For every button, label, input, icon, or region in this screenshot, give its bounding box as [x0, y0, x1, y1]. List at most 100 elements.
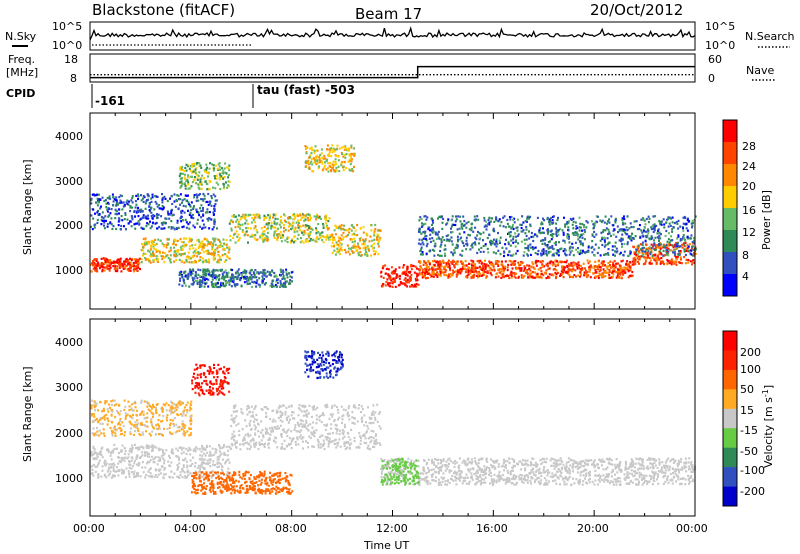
heatmap-cell: [141, 445, 144, 448]
heatmap-cell: [436, 233, 439, 236]
heatmap-cell: [127, 268, 130, 271]
heatmap-cell: [151, 250, 154, 253]
heatmap-cell: [190, 257, 192, 260]
heatmap-cell: [420, 273, 423, 276]
heatmap-cell: [335, 154, 337, 158]
heatmap-cell: [550, 238, 553, 241]
heatmap-cell: [214, 451, 217, 454]
heatmap-cell: [169, 246, 172, 249]
heatmap-cell: [327, 162, 329, 165]
heatmap-cell: [90, 270, 92, 273]
heatmap-cell: [683, 248, 686, 251]
heatmap-cell: [91, 193, 94, 196]
heatmap-cell: [156, 227, 159, 230]
heatmap-cell: [176, 254, 179, 257]
heatmap-cell: [259, 234, 262, 237]
heatmap-cell: [135, 261, 138, 264]
heatmap-cell: [624, 271, 627, 274]
heatmap-cell: [532, 239, 535, 243]
heatmap-cell: [516, 267, 519, 270]
heatmap-cell: [601, 243, 604, 247]
heatmap-cell: [491, 240, 494, 243]
heatmap-cell: [311, 163, 314, 166]
heatmap-cell: [404, 277, 407, 280]
heatmap-cell: [635, 253, 638, 256]
heatmap-cell: [542, 239, 545, 242]
heatmap-cell: [217, 163, 220, 166]
heatmap-cell: [207, 269, 210, 272]
heatmap-cell: [261, 280, 264, 283]
heatmap-cell: [323, 236, 326, 239]
heatmap-cell: [281, 285, 284, 288]
heatmap-cell: [510, 260, 513, 263]
heatmap-cell: [523, 238, 526, 241]
heatmap-cell: [343, 228, 346, 231]
heatmap-cell: [418, 227, 421, 230]
heatmap-cell: [148, 250, 151, 253]
heatmap-cell: [308, 226, 311, 230]
heatmap-cell: [540, 253, 543, 257]
heatmap-cell: [428, 263, 431, 266]
heatmap-cell: [273, 232, 276, 235]
heatmap-cell: [129, 257, 131, 260]
heatmap-cell: [627, 235, 630, 238]
heatmap-cell: [218, 258, 221, 261]
heatmap-cell: [512, 241, 515, 244]
heatmap-cell: [522, 221, 525, 224]
heatmap-cell: [279, 282, 282, 285]
heatmap-cell: [179, 246, 182, 249]
heatmap-cell: [439, 249, 442, 253]
heatmap-cell: [677, 219, 680, 222]
heatmap-cell: [103, 221, 106, 224]
heatmap-cell: [482, 231, 485, 234]
heatmap-cell: [354, 247, 357, 250]
heatmap-cell: [296, 237, 299, 240]
heatmap-cell: [572, 267, 575, 270]
heatmap-cell: [325, 159, 328, 162]
heatmap-cell: [612, 268, 615, 271]
heatmap-cell: [282, 270, 285, 273]
heatmap-cell: [219, 188, 222, 191]
heatmap-cell: [505, 238, 507, 241]
heatmap-cell: [267, 238, 269, 241]
heatmap-cell: [526, 246, 529, 250]
heatmap-cell: [252, 219, 255, 222]
heatmap-cell: [362, 247, 365, 250]
heatmap-cell: [474, 236, 477, 239]
heatmap-cell: [157, 456, 160, 459]
heatmap-cell: [351, 238, 354, 241]
heatmap-cell: [552, 233, 555, 236]
heatmap-cell: [272, 279, 275, 282]
heatmap-cell: [567, 229, 570, 232]
heatmap-cell: [152, 458, 155, 461]
heatmap-cell: [679, 225, 682, 228]
heatmap-cell: [142, 252, 145, 255]
heatmap-cell: [431, 231, 434, 234]
heatmap-cell: [134, 265, 137, 268]
heatmap-cell: [234, 232, 237, 235]
heatmap-cell: [425, 277, 428, 280]
heatmap-cell: [344, 229, 347, 232]
heatmap-cell: [525, 225, 528, 229]
heatmap-cell: [265, 412, 267, 415]
heatmap-cell: [445, 274, 448, 277]
heatmap-cell: [107, 449, 110, 452]
heatmap-cell: [125, 257, 128, 261]
heatmap-cell: [153, 258, 155, 261]
heatmap-cell: [281, 272, 284, 275]
heatmap-cell: [116, 213, 119, 216]
heatmap-cell: [203, 274, 206, 277]
heatmap-cell: [254, 216, 257, 219]
heatmap-cell: [339, 252, 341, 256]
heatmap-cell: [107, 474, 110, 477]
heatmap-cell: [182, 278, 185, 281]
heatmap-cell: [343, 145, 346, 148]
heatmap-cell: [495, 218, 497, 221]
heatmap-cell: [513, 275, 516, 278]
heatmap-cell: [179, 198, 182, 201]
heatmap-cell: [531, 275, 534, 278]
heatmap-cell: [296, 213, 299, 216]
heatmap-cell: [567, 270, 570, 274]
heatmap-cell: [135, 211, 138, 214]
heatmap-cell: [173, 228, 176, 231]
